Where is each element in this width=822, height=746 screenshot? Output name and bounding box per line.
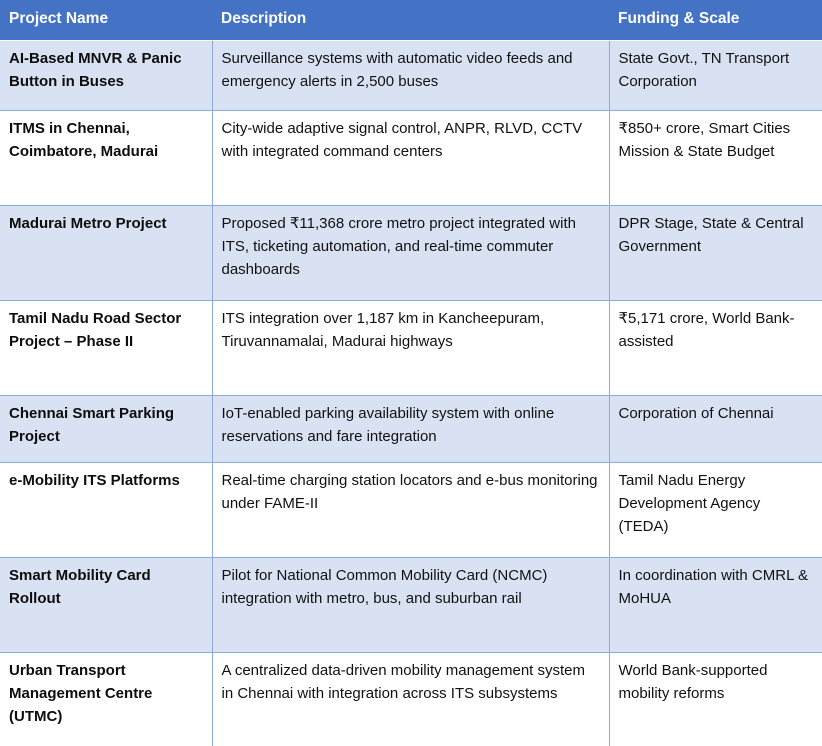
project-name-cell: Urban Transport Management Centre (UTMC) (0, 652, 212, 746)
column-header-funding-scale: Funding & Scale (609, 0, 822, 41)
funding-cell: Tamil Nadu Energy Development Agency (TE… (608, 462, 822, 558)
column-header-project-name: Project Name (0, 0, 212, 41)
funding-cell: In coordination with CMRL & MoHUA (608, 557, 822, 653)
project-name-cell: Tamil Nadu Road Sector Project – Phase I… (0, 300, 212, 396)
column-header-description: Description (212, 0, 609, 41)
description-cell: ITS integration over 1,187 km in Kanchee… (211, 300, 609, 396)
description-cell: Pilot for National Common Mobility Card … (211, 557, 609, 653)
table-row: Tamil Nadu Road Sector Project – Phase I… (0, 300, 822, 396)
description-cell: A centralized data-driven mobility manag… (211, 652, 609, 746)
table-row: AI-Based MNVR & Panic Button in Buses Su… (0, 40, 822, 111)
table-row: Urban Transport Management Centre (UTMC)… (0, 652, 822, 746)
description-cell: Proposed ₹11,368 crore metro project int… (211, 205, 609, 301)
table-header: Project Name Description Funding & Scale (0, 0, 822, 41)
funding-cell: Corporation of Chennai (608, 395, 822, 463)
description-cell: Surveillance systems with automatic vide… (211, 40, 609, 111)
table-row: Madurai Metro Project Proposed ₹11,368 c… (0, 205, 822, 301)
project-name-cell: ITMS in Chennai, Coimbatore, Madurai (0, 110, 212, 206)
table-row: ITMS in Chennai, Coimbatore, Madurai Cit… (0, 110, 822, 206)
project-name-cell: Smart Mobility Card Rollout (0, 557, 212, 653)
header-row: Project Name Description Funding & Scale (0, 0, 822, 41)
funding-cell: DPR Stage, State & Central Government (608, 205, 822, 301)
funding-cell: ₹5,171 crore, World Bank-assisted (608, 300, 822, 396)
funding-cell: ₹850+ crore, Smart Cities Mission & Stat… (608, 110, 822, 206)
funding-cell: World Bank-supported mobility reforms (608, 652, 822, 746)
description-cell: Real-time charging station locators and … (211, 462, 609, 558)
description-cell: City-wide adaptive signal control, ANPR,… (211, 110, 609, 206)
table-row: Smart Mobility Card Rollout Pilot for Na… (0, 557, 822, 653)
table-body: AI-Based MNVR & Panic Button in Buses Su… (0, 40, 822, 746)
table-row: e-Mobility ITS Platforms Real-time charg… (0, 462, 822, 558)
project-name-cell: e-Mobility ITS Platforms (0, 462, 212, 558)
table-row: Chennai Smart Parking Project IoT-enable… (0, 395, 822, 463)
description-cell: IoT-enabled parking availability system … (211, 395, 609, 463)
project-name-cell: Madurai Metro Project (0, 205, 212, 301)
project-name-cell: AI-Based MNVR & Panic Button in Buses (0, 40, 212, 111)
project-name-cell: Chennai Smart Parking Project (0, 395, 212, 463)
funding-cell: State Govt., TN Transport Corporation (608, 40, 822, 111)
